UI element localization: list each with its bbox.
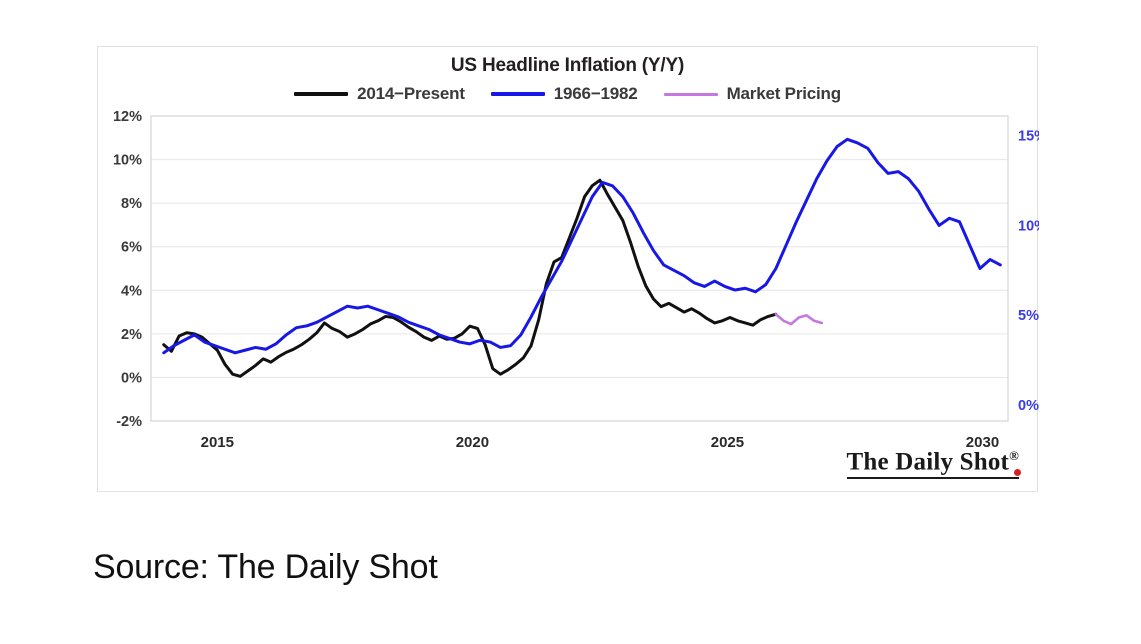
x-axis-tick-0: 2015: [201, 434, 234, 451]
left-axis-tick-1: 0%: [121, 370, 142, 386]
left-axis-tick-7: 12%: [113, 109, 142, 125]
legend-label-blue: 1966−1982: [553, 84, 638, 103]
right-axis-tick-labels: 0% 5% 10% 15%: [1018, 129, 1039, 414]
series-line-2: [774, 312, 824, 326]
left-axis-tick-labels: -2% 0% 2% 4% 6% 8% 10% 12%: [113, 109, 142, 430]
series-line-1: [162, 137, 1002, 355]
left-axis-tick-0: -2%: [116, 414, 142, 430]
right-axis-tick-1: 5%: [1018, 308, 1039, 324]
source-caption: Source: The Daily Shot: [93, 548, 438, 586]
watermark-dot-icon: [1014, 469, 1021, 476]
watermark: The Daily Shot®: [846, 447, 1021, 479]
left-axis-tick-2: 2%: [121, 327, 142, 343]
legend-swatch-black: [294, 92, 349, 96]
x-axis-tick-labels: 2015 2020 2025 2030: [201, 434, 1000, 451]
watermark-label: The Daily Shot®: [846, 447, 1021, 479]
left-axis-tick-4: 6%: [121, 240, 142, 256]
legend-entry-blue: 1966−1982: [490, 84, 638, 104]
chart-title: US Headline Inflation (Y/Y): [450, 55, 685, 76]
registered-mark-icon: ®: [1009, 447, 1019, 463]
right-axis-tick-0: 0%: [1018, 398, 1039, 414]
x-axis-tick-1: 2020: [456, 434, 489, 451]
legend-swatch-magenta: [663, 92, 718, 96]
legend-entry-magenta: Market Pricing: [663, 84, 842, 104]
legend-label-black: 2014−Present: [357, 84, 465, 103]
chart-legend: 2014−Present 1966−1982 Market Pricing: [98, 84, 1037, 104]
chart-plot-svg: -2%0%2%4%6%8%10%12% 0%5%10%15% 201520202…: [113, 109, 1039, 451]
left-axis-tick-3: 4%: [121, 283, 142, 299]
gridlines: [151, 159, 1008, 378]
plot-area: -2%0%2%4%6%8%10%12% 0%5%10%15% 201520202…: [98, 47, 1039, 493]
series-line-0: [162, 178, 778, 378]
x-axis-tick-3: 2030: [966, 434, 999, 451]
plot-frame: [150, 115, 1009, 422]
left-axis-tick-6: 10%: [113, 153, 142, 169]
right-axis-tick-3: 15%: [1018, 129, 1039, 145]
chart-card: US Headline Inflation (Y/Y) 2014−Present…: [97, 46, 1039, 493]
legend-swatch-blue: [490, 92, 545, 96]
x-axis-tick-2: 2025: [711, 434, 744, 451]
legend-entry-black: 2014−Present: [294, 84, 465, 104]
watermark-brand: The Daily Shot: [846, 448, 1010, 475]
legend-label-magenta: Market Pricing: [726, 84, 842, 103]
data-series: [162, 137, 1002, 378]
left-axis-tick-5: 8%: [121, 196, 142, 212]
right-axis-tick-2: 10%: [1018, 218, 1039, 234]
